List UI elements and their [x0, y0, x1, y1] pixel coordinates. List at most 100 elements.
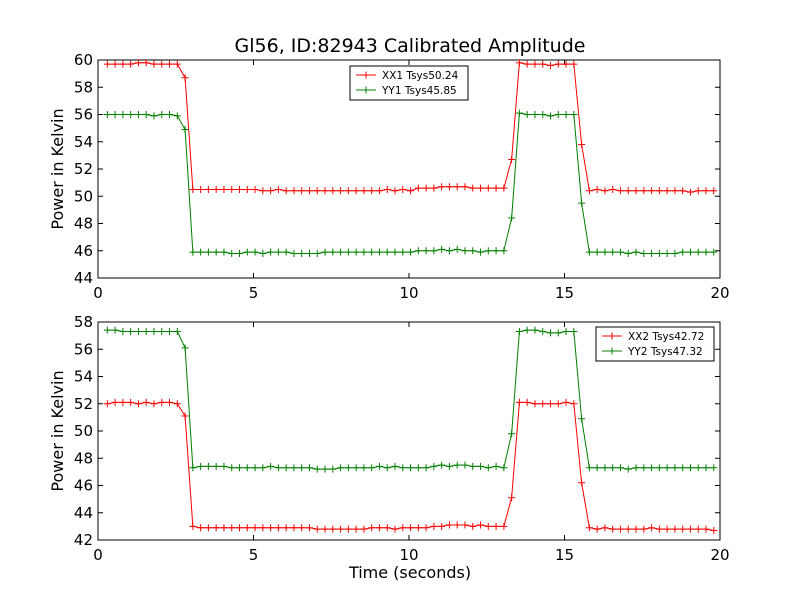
data-point: [212, 185, 220, 193]
data-point: [632, 248, 640, 256]
data-point: [181, 412, 189, 420]
data-point: [228, 249, 236, 257]
data-point: [445, 521, 453, 529]
data-point: [158, 328, 166, 336]
data-point: [166, 328, 174, 336]
data-point: [267, 524, 275, 532]
data-point: [671, 525, 679, 533]
data-point: [142, 59, 150, 67]
data-point: [267, 462, 275, 470]
data-point: [375, 248, 383, 256]
data-point: [702, 187, 710, 195]
data-point: [391, 248, 399, 256]
data-point: [173, 328, 181, 336]
data-point: [337, 525, 345, 533]
data-point: [616, 525, 624, 533]
data-point: [531, 326, 539, 334]
data-point: [305, 187, 313, 195]
data-point: [414, 184, 422, 192]
data-point: [127, 328, 135, 336]
data-point: [282, 464, 290, 472]
data-point: [422, 247, 430, 255]
data-point: [259, 524, 267, 532]
y-tick-label: 52: [74, 395, 93, 413]
data-point: [368, 464, 376, 472]
data-point: [236, 464, 244, 472]
data-point: [212, 248, 220, 256]
y-tick-label: 60: [74, 51, 93, 69]
data-point: [305, 524, 313, 532]
data-point: [648, 524, 656, 532]
data-point: [515, 328, 523, 336]
x-tick-label: 10: [399, 284, 418, 302]
data-point: [173, 112, 181, 120]
data-point: [274, 185, 282, 193]
data-point: [609, 248, 617, 256]
data-point: [399, 248, 407, 256]
data-point: [616, 248, 624, 256]
data-point: [103, 400, 111, 408]
data-point: [492, 462, 500, 470]
data-point: [632, 525, 640, 533]
data-point: [547, 112, 555, 120]
data-point: [313, 249, 321, 257]
data-point: [274, 464, 282, 472]
data-point: [578, 199, 586, 207]
data-point: [609, 525, 617, 533]
data-point: [197, 248, 205, 256]
data-point: [523, 398, 531, 406]
data-point: [438, 461, 446, 469]
y-tick-label: 42: [74, 531, 93, 549]
y-tick-label: 44: [74, 269, 93, 287]
data-point: [624, 525, 632, 533]
data-point: [679, 525, 687, 533]
y-tick-label: 54: [74, 368, 93, 386]
data-point: [197, 524, 205, 532]
data-point: [236, 185, 244, 193]
data-point: [453, 521, 461, 529]
data-point: [251, 185, 259, 193]
data-point: [616, 187, 624, 195]
data-point: [142, 328, 150, 336]
data-point: [578, 415, 586, 423]
data-point: [531, 60, 539, 68]
data-point: [453, 461, 461, 469]
y-tick-label: 48: [74, 215, 93, 233]
data-point: [119, 111, 127, 118]
data-point: [585, 187, 593, 195]
y-tick-label: 48: [74, 449, 93, 467]
data-point: [220, 248, 228, 256]
data-point: [290, 464, 298, 472]
data-point: [103, 111, 111, 118]
data-point: [111, 398, 119, 406]
legend-entry-label: YY2 Tsys47.32: [627, 346, 703, 358]
data-point: [710, 464, 718, 472]
data-point: [710, 248, 718, 256]
data-point: [189, 522, 197, 530]
data-point: [189, 464, 197, 472]
data-point: [430, 462, 438, 470]
data-point: [375, 524, 383, 532]
data-point: [624, 249, 632, 257]
y-tick-label: 56: [74, 340, 93, 358]
y-tick-label: 56: [74, 106, 93, 124]
data-point: [710, 187, 718, 195]
data-point: [321, 187, 329, 195]
data-point: [173, 400, 181, 408]
data-point: [119, 328, 127, 336]
y-tick-label: 50: [74, 422, 93, 440]
data-point: [547, 329, 555, 337]
data-point: [228, 464, 236, 472]
data-point: [624, 465, 632, 473]
data-point: [430, 184, 438, 192]
data-point: [694, 464, 702, 472]
data-point: [554, 329, 562, 337]
data-point: [134, 59, 142, 67]
data-point: [407, 524, 415, 532]
data-point: [422, 464, 430, 472]
data-point: [150, 60, 158, 68]
bottom-panel: Power in Kelvin 0 5 10 15 20 42 44 46 48 50 52 54 56 5…: [48, 313, 730, 564]
data-point: [236, 249, 244, 257]
data-point: [515, 398, 523, 406]
data-point: [686, 525, 694, 533]
